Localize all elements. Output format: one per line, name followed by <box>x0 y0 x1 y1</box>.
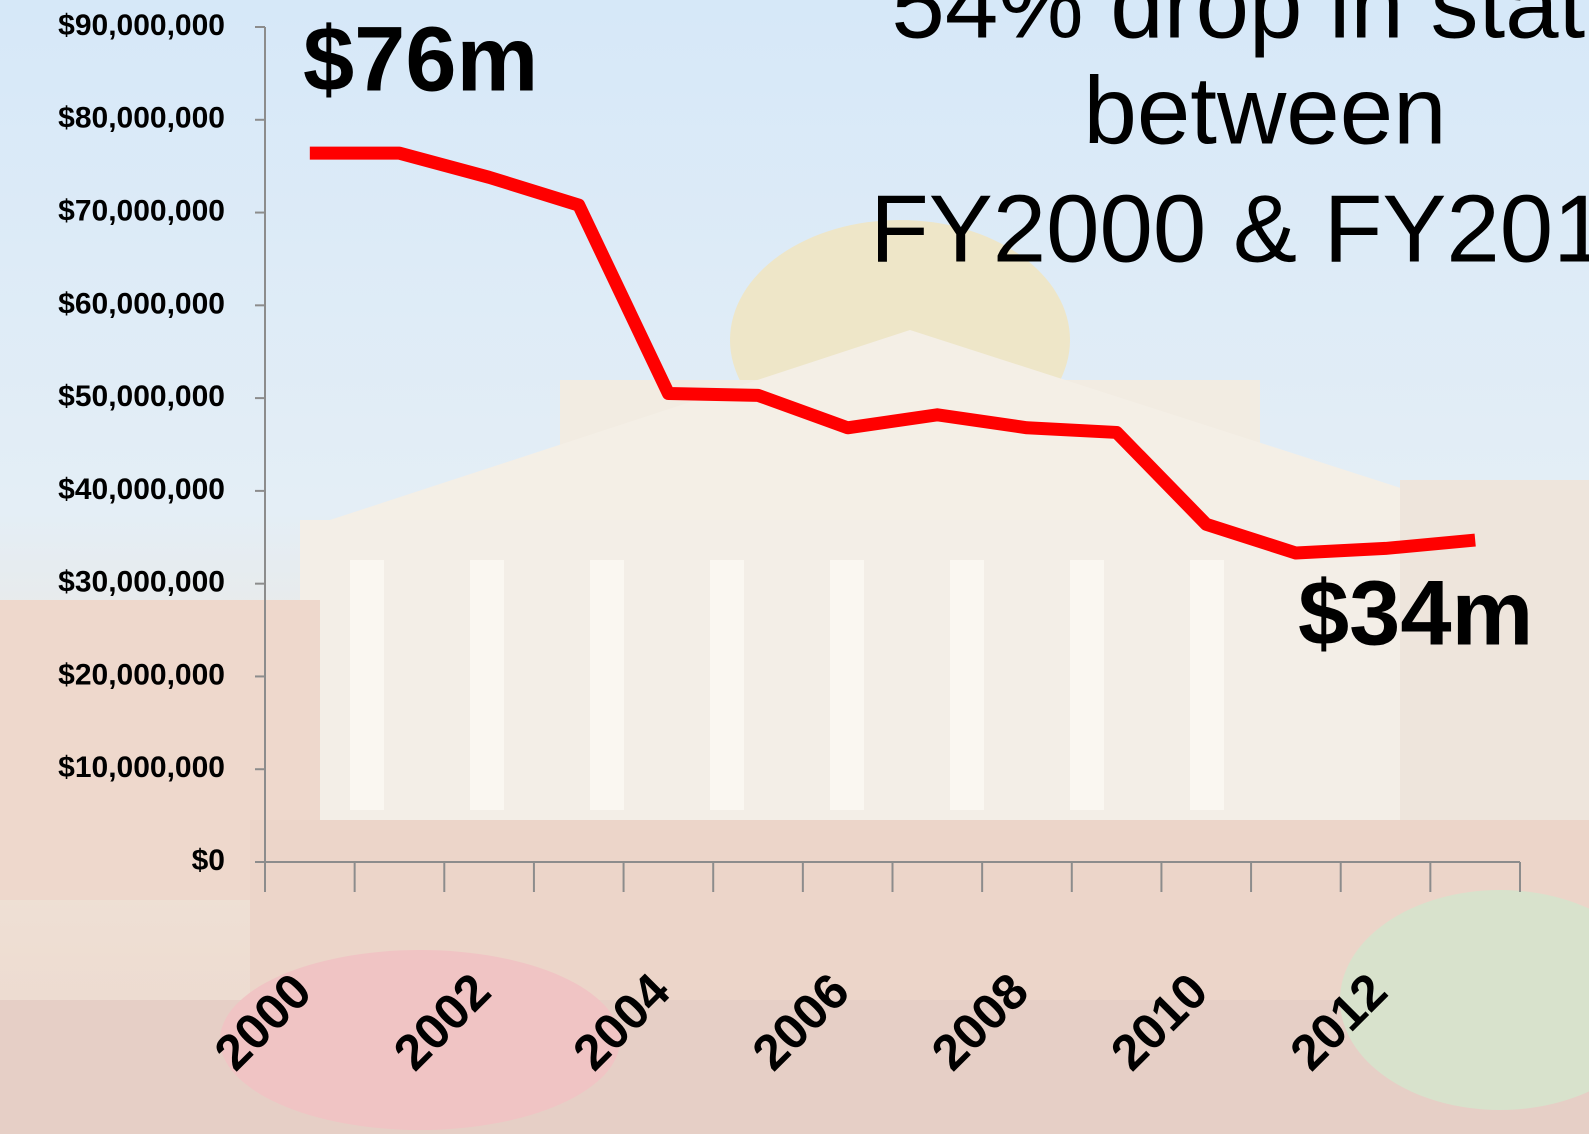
data-line <box>309 146 1476 560</box>
y-tick-label: $20,000,000 <box>58 658 225 691</box>
y-tick-label: $0 <box>192 844 225 877</box>
y-tick-label: $80,000,000 <box>58 102 225 135</box>
y-tick-label: $50,000,000 <box>58 380 225 413</box>
y-tick-label: $10,000,000 <box>58 751 225 784</box>
y-tick-label: $60,000,000 <box>58 287 225 320</box>
y-tick-label: $40,000,000 <box>58 473 225 506</box>
y-tick-label: $90,000,000 <box>58 9 225 42</box>
annotation: $34m <box>1298 562 1533 664</box>
title-line: FY2000 & FY2013 <box>870 175 1589 282</box>
y-tick-label: $30,000,000 <box>58 566 225 599</box>
title-line: between <box>1084 57 1447 164</box>
annotation: $76m <box>303 8 538 110</box>
title-line: 54% drop in state <box>891 0 1589 58</box>
y-tick-label: $70,000,000 <box>58 194 225 227</box>
